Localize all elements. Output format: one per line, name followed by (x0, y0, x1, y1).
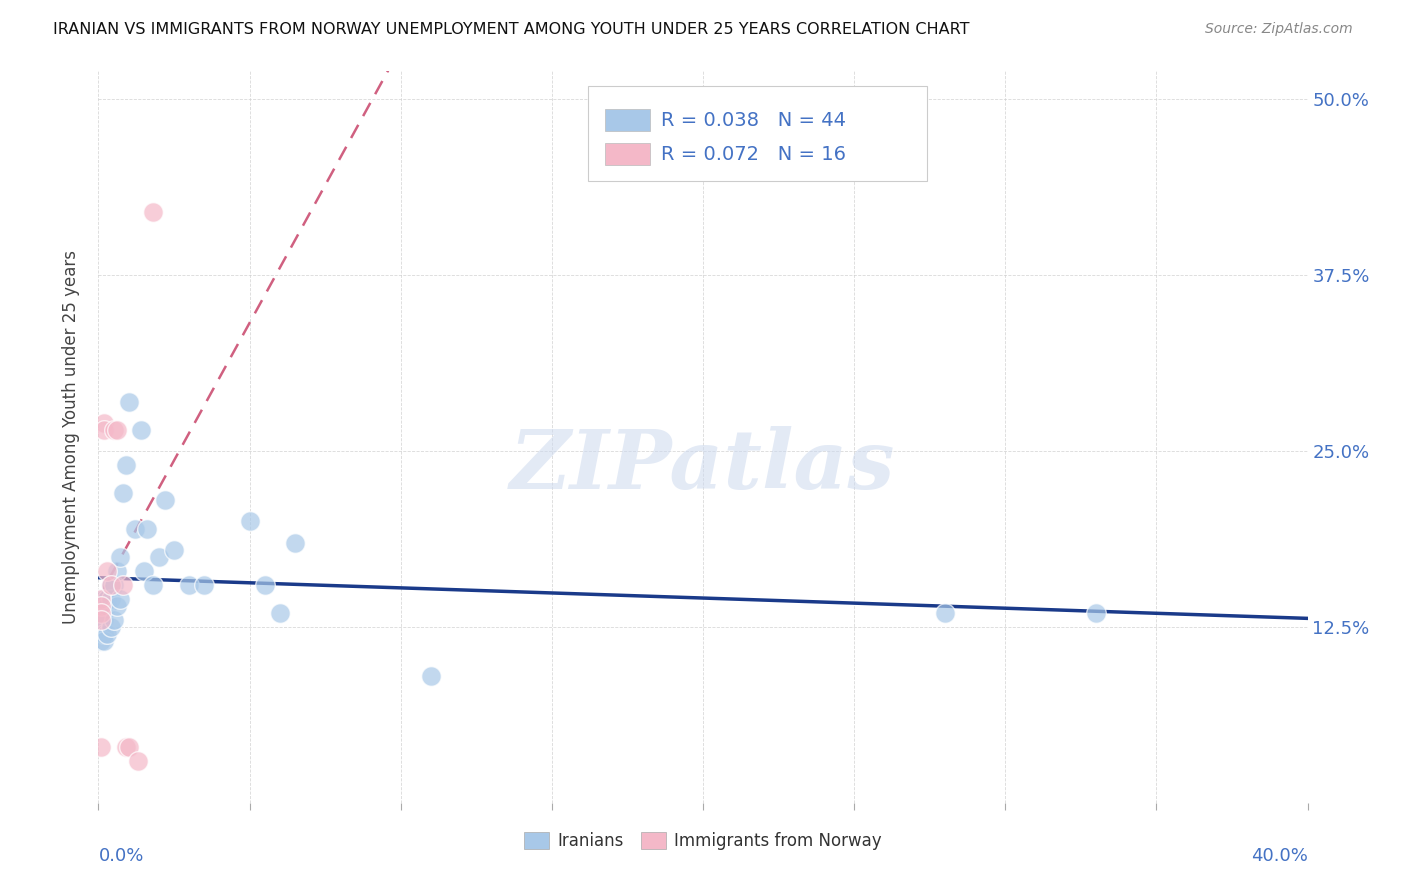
Text: R = 0.072   N = 16: R = 0.072 N = 16 (661, 145, 845, 163)
FancyBboxPatch shape (605, 143, 650, 165)
Point (142, 205, 165, 219)
Point (93, 591, 115, 606)
Point (90, 591, 112, 606)
Point (105, 423, 128, 437)
Point (93, 599, 115, 613)
Point (239, 515, 262, 529)
Point (118, 739, 141, 754)
Point (148, 549, 170, 564)
Point (103, 578, 125, 592)
Point (1085, 606, 1108, 620)
Legend: Iranians, Immigrants from Norway: Iranians, Immigrants from Norway (517, 825, 889, 856)
Point (129, 423, 152, 437)
Point (269, 606, 291, 620)
Point (103, 613, 125, 627)
Point (284, 535, 307, 549)
Point (142, 578, 165, 592)
Point (93, 627, 115, 641)
Point (114, 458, 136, 473)
Point (93, 613, 115, 627)
Y-axis label: Unemployment Among Youth under 25 years: Unemployment Among Youth under 25 years (62, 250, 80, 624)
Point (153, 493, 176, 508)
Text: ZIPatlas: ZIPatlas (510, 426, 896, 507)
Point (420, 669, 443, 683)
Point (90, 739, 112, 754)
Point (100, 591, 122, 606)
Point (90, 634, 112, 648)
Point (93, 423, 115, 437)
Point (93, 634, 115, 648)
Text: 40.0%: 40.0% (1251, 847, 1308, 864)
Text: R = 0.038   N = 44: R = 0.038 N = 44 (661, 111, 845, 130)
Point (127, 754, 149, 768)
Point (96, 599, 118, 613)
FancyBboxPatch shape (588, 86, 927, 181)
Point (103, 423, 125, 437)
Point (90, 599, 112, 613)
Point (111, 486, 134, 500)
Point (90, 613, 112, 627)
FancyBboxPatch shape (605, 110, 650, 131)
Point (108, 549, 131, 564)
Point (934, 606, 956, 620)
Point (93, 416, 115, 430)
Point (90, 591, 112, 606)
Point (135, 521, 157, 535)
Point (118, 395, 141, 409)
Point (193, 578, 215, 592)
Point (90, 613, 112, 627)
Point (96, 591, 118, 606)
Point (100, 578, 122, 592)
Point (100, 620, 122, 634)
Point (90, 613, 112, 627)
Text: Source: ZipAtlas.com: Source: ZipAtlas.com (1205, 22, 1353, 37)
Text: IRANIAN VS IMMIGRANTS FROM NORWAY UNEMPLOYMENT AMONG YOUTH UNDER 25 YEARS CORREL: IRANIAN VS IMMIGRANTS FROM NORWAY UNEMPL… (53, 22, 970, 37)
Point (163, 542, 186, 557)
Point (90, 606, 112, 620)
Point (105, 564, 128, 578)
Point (108, 591, 131, 606)
Point (114, 739, 136, 754)
Point (96, 564, 118, 578)
Point (90, 591, 112, 606)
Point (90, 599, 112, 613)
Point (100, 578, 122, 592)
Point (253, 578, 276, 592)
Point (96, 627, 118, 641)
Point (124, 521, 146, 535)
Point (105, 599, 128, 613)
Text: 0.0%: 0.0% (98, 847, 143, 864)
Point (179, 578, 201, 592)
Point (111, 578, 134, 592)
Point (132, 564, 155, 578)
Point (90, 627, 112, 641)
